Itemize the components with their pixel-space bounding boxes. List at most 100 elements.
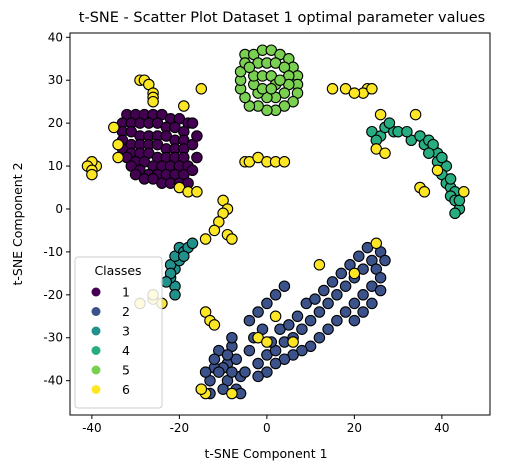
- point-class-6: [348, 267, 361, 280]
- point-class-4: [444, 173, 457, 185]
- legend-label: 6: [122, 382, 130, 397]
- x-tick-label: -20: [170, 421, 190, 435]
- point-class-4: [449, 207, 461, 220]
- point-class-2: [348, 297, 361, 310]
- point-class-6: [366, 83, 378, 95]
- y-tick-label: -40: [43, 374, 63, 388]
- y-axis: -40 -30 -20 -10 0 10 20 30 40: [43, 30, 70, 388]
- y-tick-label: 10: [48, 159, 63, 173]
- point-class-6: [112, 151, 124, 164]
- x-tick-label: 20: [347, 421, 362, 435]
- legend: Classes 1 2 3 4 5 6: [74, 256, 163, 409]
- point-class-2: [339, 280, 352, 292]
- point-class-5: [265, 83, 278, 95]
- point-class-6: [108, 121, 120, 134]
- y-tick-label: 30: [48, 73, 63, 87]
- point-class-4: [401, 125, 413, 138]
- point-class-2: [252, 306, 264, 318]
- point-class-6: [112, 138, 124, 151]
- y-tick-label: 0: [55, 202, 63, 216]
- point-class-2: [261, 297, 273, 310]
- point-class-6: [370, 237, 383, 250]
- point-class-6: [178, 100, 190, 112]
- point-class-2: [213, 366, 225, 378]
- legend-label: 1: [122, 285, 130, 300]
- point-class-2: [304, 314, 317, 327]
- point-class-2: [374, 271, 387, 284]
- point-class-3: [186, 237, 199, 250]
- point-class-6: [379, 147, 391, 159]
- point-class-2: [226, 331, 238, 344]
- point-class-4: [436, 151, 448, 164]
- point-class-2: [339, 306, 352, 318]
- point-class-5: [243, 61, 256, 74]
- point-class-2: [243, 314, 256, 327]
- y-tick-label: 20: [48, 116, 63, 130]
- point-class-1: [191, 130, 203, 142]
- point-class-3: [178, 250, 190, 262]
- legend-box: [74, 256, 163, 409]
- plot-frame: [69, 32, 491, 416]
- y-tick-label: -30: [43, 331, 63, 345]
- point-class-3: [169, 289, 181, 301]
- point-class-6: [147, 95, 159, 108]
- point-class-2: [331, 289, 343, 301]
- legend-marker-1: [91, 287, 101, 297]
- point-class-6: [208, 224, 221, 237]
- point-class-6: [261, 336, 273, 348]
- point-class-4: [423, 147, 435, 159]
- point-class-6: [191, 186, 203, 198]
- point-class-2: [322, 323, 334, 335]
- point-class-6: [431, 164, 444, 177]
- x-tick-label: -40: [82, 421, 102, 435]
- legend-marker-6: [91, 385, 101, 394]
- point-class-2: [199, 366, 212, 378]
- point-class-6: [326, 83, 339, 95]
- point-class-2: [239, 366, 251, 378]
- point-class-2: [331, 314, 343, 327]
- plot-points: [81, 44, 470, 400]
- point-class-2: [252, 357, 264, 370]
- point-class-2: [374, 284, 387, 297]
- point-class-2: [226, 366, 238, 378]
- point-class-6: [226, 233, 238, 245]
- point-class-1: [186, 117, 199, 129]
- point-class-2: [357, 306, 369, 318]
- point-class-2: [269, 289, 282, 301]
- point-class-2: [313, 331, 326, 344]
- point-class-6: [374, 108, 387, 121]
- point-class-2: [252, 370, 264, 383]
- point-class-6: [278, 156, 291, 168]
- legend-marker-4: [91, 346, 101, 355]
- y-tick-label: 40: [48, 30, 63, 44]
- point-class-2: [318, 284, 330, 297]
- legend-label: 3: [122, 324, 130, 339]
- point-class-2: [313, 306, 326, 318]
- point-class-2: [366, 297, 378, 310]
- point-class-2: [309, 293, 321, 305]
- legend-label: 2: [122, 304, 130, 319]
- point-class-6: [195, 383, 208, 395]
- point-class-2: [278, 280, 291, 292]
- x-tick-label: 0: [263, 421, 271, 435]
- legend-marker-2: [91, 307, 101, 316]
- legend-items: 1 2 3 4 5 6: [91, 285, 130, 397]
- point-class-6: [287, 336, 299, 348]
- point-class-6: [199, 233, 212, 245]
- point-class-1: [191, 151, 203, 164]
- point-class-6: [409, 108, 422, 121]
- x-axis: -40 -20 0 20 40: [82, 415, 450, 435]
- point-class-3: [160, 276, 173, 288]
- point-class-2: [208, 353, 221, 365]
- legend-label: 4: [122, 343, 130, 358]
- legend-marker-3: [91, 326, 101, 336]
- point-class-1: [186, 164, 199, 177]
- legend-label: 5: [122, 363, 130, 378]
- point-class-6: [269, 310, 282, 323]
- x-tick-label: 40: [434, 421, 449, 435]
- point-class-2: [269, 357, 282, 370]
- point-class-5: [274, 74, 286, 86]
- point-class-2: [283, 319, 295, 331]
- y-axis-label: t-SNE Component 2: [10, 162, 25, 285]
